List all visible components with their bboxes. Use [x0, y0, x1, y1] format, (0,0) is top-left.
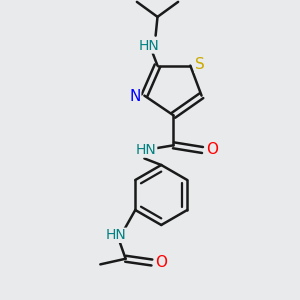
Text: O: O — [155, 255, 167, 270]
Text: HN: HN — [139, 39, 159, 53]
Text: S: S — [195, 57, 205, 72]
Text: HN: HN — [136, 143, 157, 157]
Text: O: O — [206, 142, 218, 158]
Text: HN: HN — [106, 228, 127, 242]
Text: N: N — [129, 89, 141, 104]
